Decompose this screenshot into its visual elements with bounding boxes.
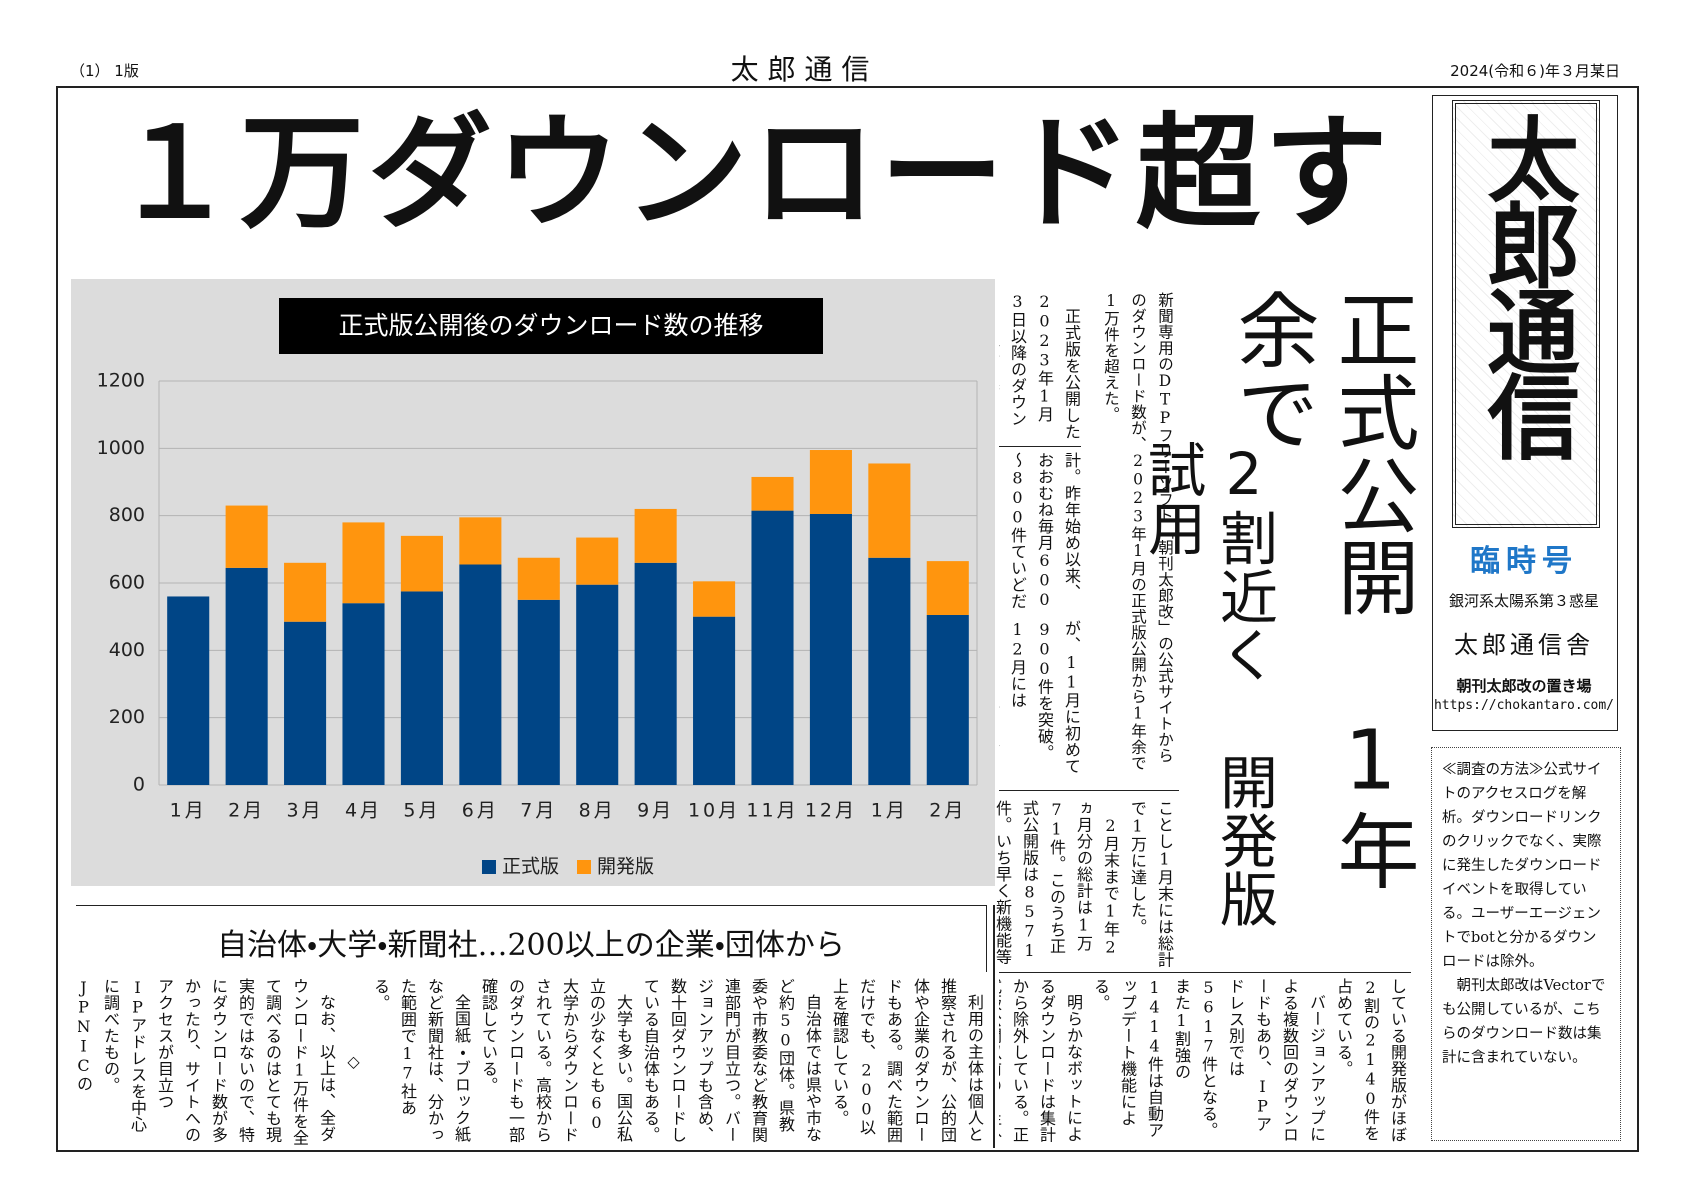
bar-segment [926, 561, 969, 615]
address: 銀河系太陽系第３惑星 [1448, 592, 1599, 610]
bar-segment [693, 616, 736, 785]
y-tick-label: 0 [133, 774, 145, 796]
site-url: https://chokantaro.com/ [1433, 698, 1614, 713]
legend-swatch [577, 860, 591, 874]
sidebar-box [1432, 95, 1618, 731]
paragraph: 明らかなボットによるダウンロードは集計から除外している。正式版公開以前の6年分の… [999, 978, 1083, 1146]
y-tick-label: 200 [109, 706, 145, 728]
paragraph: ◇ [344, 1052, 363, 1072]
article-tier: 正式版を公開した2023年1月3日以降のダウンロード数を集 [999, 292, 1085, 440]
paragraph: 計。昨年始め以来、おおむね毎月600～800件ていどだった [999, 452, 1081, 610]
chart: 正式版公開後のダウンロード数の推移 0 200 400 600 800 1000 1200 1月… [71, 279, 995, 886]
y-tick-label: 800 [109, 504, 145, 526]
issue: 臨時号 [1470, 544, 1578, 579]
x-tick-label: 2月 [929, 800, 966, 822]
bar-segment [576, 584, 619, 785]
x-tick-label: 10月 [688, 800, 740, 822]
bar-segment [459, 517, 502, 565]
method-note: ≪調査の方法≫公式サイトのアクセスログを解析。ダウンロードリンクのクリックでなく… [1431, 747, 1621, 1141]
article-tier: ことし1月末には総計で1万に達した。 2月末まで1年2ヵ月分の総計は1万71件。こ… [996, 800, 1178, 968]
y-tick-label: 1200 [97, 370, 145, 392]
bar-segment [809, 513, 852, 785]
legend-swatch [481, 860, 496, 874]
y-tick-label: 600 [109, 572, 145, 594]
bar-segment [167, 596, 210, 785]
bar-segment [400, 535, 443, 592]
bar-segment [459, 564, 502, 785]
bar-segment [576, 537, 619, 585]
chart-title: 正式版公開後のダウンロード数の推移 [338, 311, 763, 340]
article2-head-box [76, 905, 987, 972]
paragraph: 正式版を公開した2023年1月3日以降のダウンロード数を集 [999, 292, 1081, 440]
x-tick-label: 4月 [345, 800, 382, 822]
x-tick-label: 11月 [746, 800, 798, 822]
paragraph: ことし1月末には総計で1万に達した。 [1128, 800, 1174, 968]
bar-segment [868, 557, 911, 785]
article-tier: が、11月に初めて900件を突破。12月には1000件に迫った。 [999, 620, 1085, 778]
x-tick-label: 9月 [637, 800, 674, 822]
bar-segment [751, 510, 794, 785]
bar-segment [809, 450, 852, 514]
paragraph: 利用の主体は個人と推察されるが、公的団体や企業のダウンロードもある。調べた範囲だ… [830, 978, 984, 1143]
article-lead: 新聞専用のDTPフリーソフト「朝刊太郎改」の公式サイトからのダウンロード数が、2… [1102, 292, 1174, 771]
article2-headline: 自治体・大学・新聞社…200以上の企業・団体から [217, 928, 845, 963]
legend-label: 正式版 [502, 856, 559, 878]
masthead: 太 郎 通 信 [730, 53, 870, 86]
x-tick-label: 8月 [579, 800, 616, 822]
paragraph: している開発版がほぼ2割の2140件を占めている。 [1334, 978, 1407, 1143]
article-tier: している開発版がほぼ2割の2140件を占めている。 バージョンアップによる複数回の… [999, 978, 1411, 1146]
paragraph: なお、以上は、全ダウンロード1万件を全て調べるのはとても現実的ではないので、特に… [78, 978, 336, 1146]
bar-segment [693, 581, 736, 617]
logo: 太郎通信 [1472, 112, 1580, 456]
x-tick-label: 7月 [520, 800, 557, 822]
bar-segment [517, 557, 560, 600]
publisher: 太郎通信舎 [1454, 631, 1594, 659]
x-tick-label: 3月 [287, 800, 324, 822]
x-tick-label: 6月 [462, 800, 499, 822]
y-tick-label: 400 [109, 639, 145, 661]
paragraph: 2月末まで1年2ヵ月分の総計は1万71件。このうち正式公開版は8571件。いち早… [996, 800, 1120, 965]
bar-segment [868, 463, 911, 558]
bar-segment [342, 522, 385, 604]
subhead-main: 正式公開 1年余で [1223, 288, 1418, 892]
paragraph: バージョンアップによる複数回のダウンロードもあり、IPアドレス別では5617件と… [1091, 978, 1326, 1143]
bar-segment [751, 476, 794, 511]
article-tier: 計。昨年始め以来、おおむね毎月600～800件ていどだった [999, 452, 1085, 610]
bar-segment [926, 614, 969, 785]
bar-segment [225, 505, 268, 568]
x-tick-label: 2月 [228, 800, 265, 822]
legend-label: 開発版 [597, 856, 654, 878]
paragraph: が、11月に初めて900件を突破。12月には1000件に迫った。 [999, 620, 1081, 775]
bar-segment [284, 621, 327, 785]
note-paragraph: 朝刊太郎改はVectorでも公開しているが、こちらのダウンロード数は集計に含まれ… [1442, 978, 1606, 1066]
x-tick-label: 1月 [871, 800, 908, 822]
logo-frame [1452, 100, 1600, 528]
paragraph: 大学も多い。国公私立の少なくとも60大学からダウンロードされている。高校からのダ… [479, 978, 633, 1143]
title-box [279, 298, 823, 354]
page-frame [56, 86, 1639, 1152]
bar-segment [634, 508, 677, 563]
note-paragraph: ≪調査の方法≫公式サイトのアクセスログを解析。ダウンロードリンクのクリックでなく… [1442, 762, 1602, 970]
paragraph: 自治体では県や市など約50団体。県教委や市教委など教育関連部門が目立つ。バージョ… [641, 978, 822, 1143]
x-tick-label: 1月 [170, 800, 207, 822]
bar-segment [517, 599, 560, 785]
bar-segment [225, 567, 268, 785]
subhead-sub: 2割近く 開発版試用 [1138, 440, 1278, 928]
site-label: 朝刊太郎改の置き場 [1456, 677, 1592, 695]
x-tick-label: 5月 [403, 800, 440, 822]
edition: （1） 1版 [70, 62, 139, 80]
date: 2024(令和６)年３月某日 [1450, 62, 1620, 80]
bar-segment [400, 591, 443, 785]
bar-segment [284, 562, 327, 622]
bar-segment [342, 603, 385, 785]
paragraph: 全国紙・ブロック紙など新聞社は、分かった範囲で17社ある。 [371, 978, 471, 1143]
headline: １万ダウンロード超す [112, 102, 1393, 246]
bar-segment [634, 562, 677, 785]
article2-body: 利用の主体は個人と推察されるが、公的団体や企業のダウンロードもある。調べた範囲だ… [78, 978, 988, 1146]
y-tick-label: 1000 [97, 437, 145, 459]
x-tick-label: 12月 [805, 800, 857, 822]
